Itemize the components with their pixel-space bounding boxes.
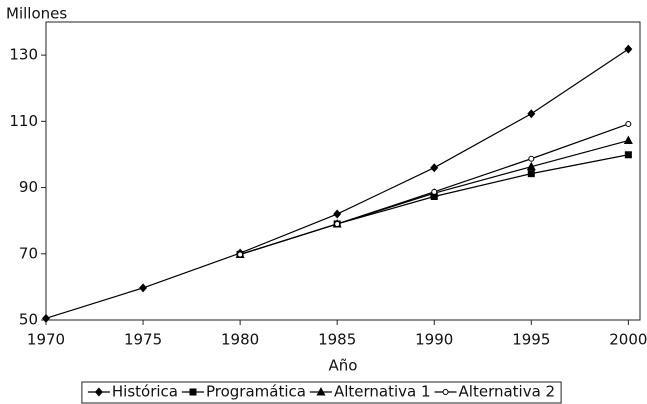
y-axis-label: Millones [6,5,67,23]
marker [237,251,244,258]
marker [316,387,326,396]
marker [431,188,438,195]
marker [528,155,535,162]
marker [333,209,342,219]
series-line [45,48,629,319]
marker [623,135,633,145]
x-tick-label: 1980 [221,331,259,349]
marker [42,313,50,323]
marker [94,387,103,397]
y-tick-label: 70 [19,244,38,262]
legend-label: Alternativa 2 [459,383,556,401]
y-tick-label: 50 [19,311,38,329]
legend-label: Alternativa 1 [334,383,431,401]
marker [139,283,148,293]
x-tick-label: 1995 [512,331,550,349]
legend-label: Programática [206,383,306,401]
marker [624,151,632,159]
marker [442,389,449,395]
y-tick-label: 110 [9,112,38,130]
legend-box [81,381,562,404]
marker [624,44,633,54]
marker [527,109,536,119]
marker [189,388,197,396]
plot-frame [45,21,641,321]
legend-label: Histórica [112,383,178,401]
x-axis-label: Año [329,357,358,375]
x-tick-label: 2000 [609,331,647,349]
x-tick-label: 1990 [415,331,453,349]
marker [526,161,536,171]
x-tick-label: 1970 [27,331,65,349]
marker [625,120,632,127]
y-tick-label: 90 [19,178,38,196]
x-tick-label: 1975 [124,331,162,349]
marker [527,170,535,178]
marker [334,220,341,227]
marker [430,163,439,173]
y-tick-label: 130 [9,46,38,64]
x-tick-label: 1985 [318,331,356,349]
